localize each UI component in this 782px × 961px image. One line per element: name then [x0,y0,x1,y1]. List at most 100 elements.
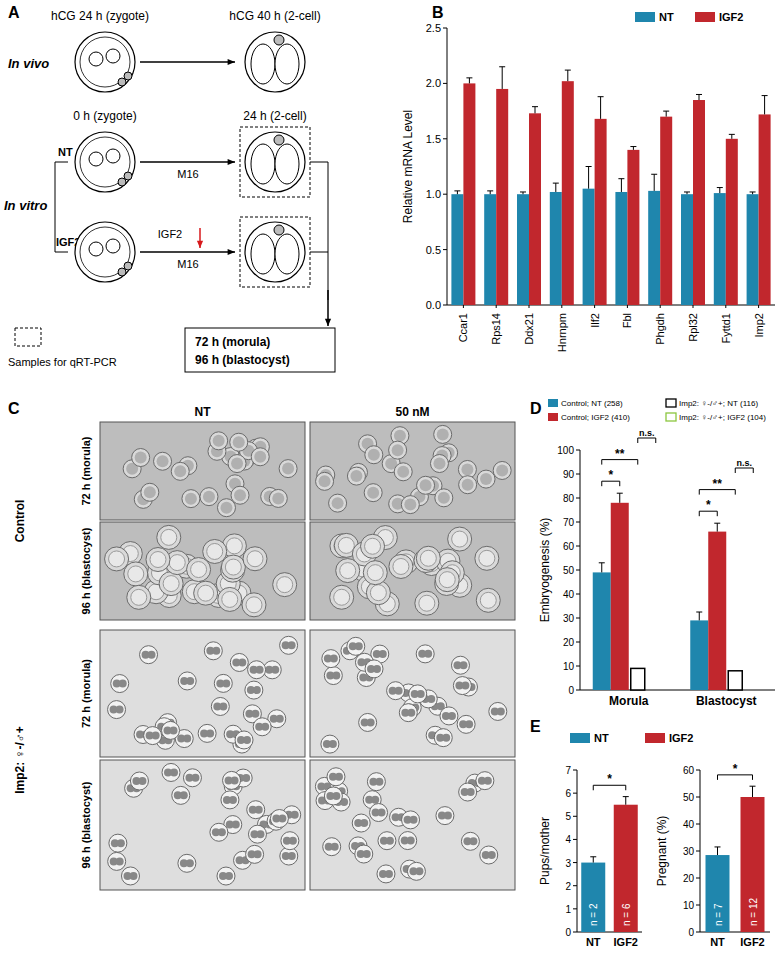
error-bar [714,523,720,531]
error-line [535,107,536,114]
error-line [555,183,556,192]
cell-mass [231,458,243,470]
y-tick-label: 40 [683,819,695,830]
x-tick [463,305,464,308]
cell-mass [433,458,445,470]
error-line [625,797,626,805]
cell-mass [254,451,266,463]
embryo [329,494,347,512]
blastomere [116,706,124,714]
blastomere [183,735,191,743]
y-tick-label: 20 [683,873,695,884]
error-cap [696,94,702,95]
row-label: 96 h (blastocyst) [80,781,92,868]
stage-label: 24 h (2-cell) [243,109,306,123]
legend-label: IGF2 [669,732,693,744]
embryo [194,581,218,605]
x-tick-label: Hnrnpm [556,313,568,352]
plot-area [581,805,638,932]
plot-area [451,81,770,305]
cell-mass [144,486,156,498]
blastomere [251,144,275,184]
n-label: n = 12 [748,897,759,926]
x-tick-label: Morula [609,694,649,708]
stage-label: hCG 24 h (zygote) [51,9,149,23]
zygote-icon [75,32,135,92]
cell-mass [135,452,147,464]
legend-swatch [570,733,590,743]
blastomere [186,677,194,685]
embryo [217,867,235,885]
blastocoel [150,552,166,568]
error-line [588,167,589,189]
arrow-head [228,59,235,65]
bar [451,194,463,305]
x-tick-label: IGF2 [614,936,638,948]
x-tick [561,305,562,308]
legend-swatch [548,399,558,407]
stage-box [185,328,335,372]
micrograph [100,630,305,757]
blastomere [242,774,250,782]
blastomere [331,843,339,851]
blastomere [219,702,227,710]
bar [615,192,627,305]
row-label: 72 h (morula) [80,436,92,505]
x-tick [693,305,694,308]
legend-label: Control; IGF2 (410) [561,413,630,422]
blastocoel [365,538,381,554]
cell-mass [272,492,284,504]
y-tick [576,474,580,475]
arrow-head [197,241,203,248]
cell-mass [367,487,379,499]
y-tick [443,194,447,195]
blastocoel [439,572,455,588]
embryo [228,455,246,473]
x-tick [496,305,497,308]
bar [562,81,574,305]
y-tick [696,932,700,933]
arrow-line [140,251,235,253]
legend-swatch [666,413,676,421]
y-axis [577,770,578,932]
x-tick-label: Ccar1 [457,313,469,342]
cell [80,227,130,277]
embryo [154,452,172,470]
error-bar [454,191,460,194]
embryo [459,783,477,801]
x-tick-label: Phgdh [654,313,666,345]
error-cap [651,174,657,175]
embryo [480,846,498,864]
y-tick [573,816,577,817]
embryo [322,650,340,668]
error-cap [714,523,720,524]
y-tick [573,793,577,794]
blastocoel [207,543,223,559]
blastocoel [109,551,125,567]
embryo [434,425,452,443]
embryo [245,681,263,699]
blastomere [488,851,496,859]
blastomere [467,788,475,796]
blastomere [251,710,259,718]
blastomere [417,690,425,698]
error-bar [590,857,596,863]
embryo [389,554,413,578]
y-axis-label: Embryogenesis (%) [538,518,552,623]
blastomere [371,796,379,804]
y-tick-label: 5 [565,811,571,822]
stage-label: 96 h (blastocyst) [195,353,290,367]
y-tick-label: 20 [563,637,575,648]
error-cap [663,111,669,112]
bar [627,150,639,305]
x-tick-label: Imp2 [753,313,765,337]
micrograph [310,760,515,890]
row-label: In vitro [4,198,47,213]
embryo [417,476,435,494]
blastocoel [169,555,185,571]
x-tick-label: Blastocyst [696,694,757,708]
error-cap [598,96,604,97]
y-tick-label: 30 [683,846,695,857]
y-tick-label: 1.5 [426,133,441,145]
y-tick-label: 2 [565,881,571,892]
